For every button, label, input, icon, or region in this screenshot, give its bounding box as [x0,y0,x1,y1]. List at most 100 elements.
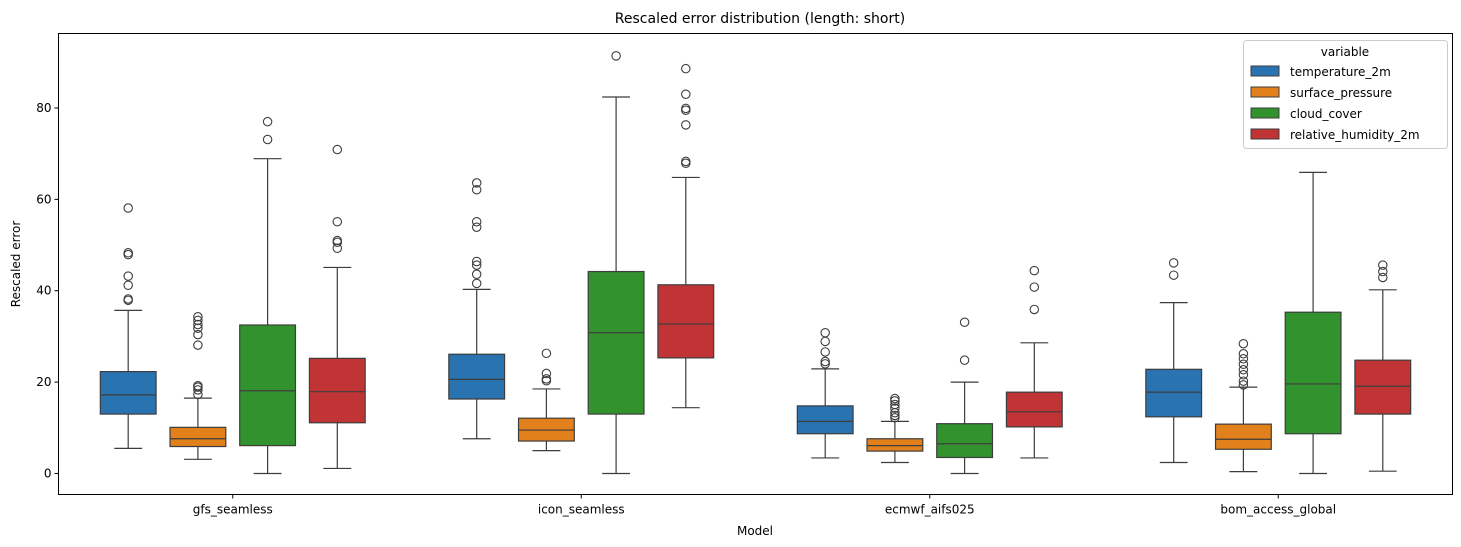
y-axis: 0 20 40 60 80 [36,101,59,480]
outlier-point [193,340,203,350]
box-cloud_cover-icon_seamless [587,51,645,475]
box-cloud_cover-gfs_seamless [239,116,297,475]
outlier-point [123,271,133,281]
outlier-point [1029,282,1040,292]
legend-label-surface_pressure: surface_pressure [1290,86,1392,100]
outlier-point [193,312,203,322]
outlier-point [890,403,900,413]
outlier-point [681,156,691,167]
outlier-point [681,158,691,169]
outlier-point [681,120,691,130]
outlier-point [820,336,830,347]
outlier-point [193,385,203,395]
outlier-point [959,355,970,365]
box-temperature_2m-gfs_seamless [99,203,157,449]
outlier-point [820,359,830,369]
outlier-point [890,393,900,404]
box-temperature_2m-bom_access_global [1145,258,1203,464]
outlier-point [332,243,343,253]
y-tick-label: 40 [36,284,51,298]
iqr-box [239,324,297,447]
box-surface_pressure-gfs_seamless [169,312,227,460]
iqr-box [796,405,854,435]
iqr-box [448,353,506,400]
outlier-point [890,412,900,423]
outlier-point [1378,272,1388,283]
legend-title: variable [1321,45,1369,59]
outlier-point [123,280,133,290]
outlier-point [1238,349,1249,359]
x-axis-label: Model [737,524,773,538]
legend-swatch-surface_pressure [1250,86,1280,98]
iqr-box [1145,368,1203,418]
legend-label-temperature_2m: temperature_2m [1290,65,1391,79]
outlier-point [1378,266,1388,277]
box-surface_pressure-ecmwf_aifs025 [866,393,924,464]
outlier-point [332,144,343,155]
outlier-point [681,63,691,74]
y-tick-label: 80 [36,101,51,115]
outlier-point [471,178,482,188]
iqr-box [866,438,924,452]
x-tick-label: icon_seamless [538,503,625,517]
box-relative_humidity_2m-gfs_seamless [308,144,366,470]
outlier-point [890,399,900,410]
plot-area [99,51,1412,475]
box-surface_pressure-bom_access_global [1214,338,1272,473]
outlier-point [123,249,133,260]
legend-frame [1243,40,1448,149]
outlier-point [820,328,830,338]
box-relative_humidity_2m-bom_access_global [1354,260,1412,472]
outlier-point [541,374,552,384]
outlier-point [193,329,203,340]
outlier-point [193,319,203,330]
outlier-point [123,294,133,304]
box-relative_humidity_2m-icon_seamless [657,63,715,409]
y-tick-label: 20 [36,375,51,389]
iqr-box [1214,423,1272,450]
box-surface_pressure-icon_seamless [517,348,575,452]
outlier-point [820,356,830,367]
y-tick-label: 0 [44,466,52,480]
outlier-point [332,235,343,246]
iqr-box [308,357,366,424]
iqr-box [936,423,994,459]
legend-label-relative_humidity_2m: relative_humidity_2m [1290,128,1420,142]
box-temperature_2m-icon_seamless [448,178,506,440]
outlier-point [123,248,133,258]
outlier-point [1029,304,1040,315]
outlier-point [611,51,621,61]
outlier-point [1238,380,1249,390]
box-temperature_2m-ecmwf_aifs025 [796,328,854,459]
outlier-point [123,203,133,213]
outlier-point [681,89,691,100]
outlier-point [193,323,203,333]
outlier-point [471,278,482,289]
iqr-box [169,426,227,448]
iqr-box [657,284,715,359]
x-tick-label: gfs_seamless [193,503,273,517]
box-cloud_cover-ecmwf_aifs025 [936,317,994,475]
iqr-box [1005,391,1063,428]
outlier-point [820,347,830,357]
iqr-box [1354,359,1412,415]
outlier-point [471,216,482,227]
box-cloud_cover-bom_access_global [1284,171,1342,475]
outlier-point [471,185,482,195]
legend-label-cloud_cover: cloud_cover [1290,107,1362,121]
outlier-point [541,368,552,379]
outlier-point [262,134,273,145]
x-tick-label: bom_access_global [1220,503,1336,517]
iqr-box [1284,311,1342,435]
chart-title: Rescaled error distribution (length: sho… [615,11,905,27]
outlier-point [332,216,343,227]
outlier-point [1238,338,1249,349]
outlier-point [681,105,691,116]
outlier-point [890,410,900,421]
iqr-box [99,370,157,415]
outlier-point [471,222,482,232]
y-tick-label: 60 [36,192,51,206]
outlier-point [262,116,273,127]
outlier-point [471,256,482,267]
